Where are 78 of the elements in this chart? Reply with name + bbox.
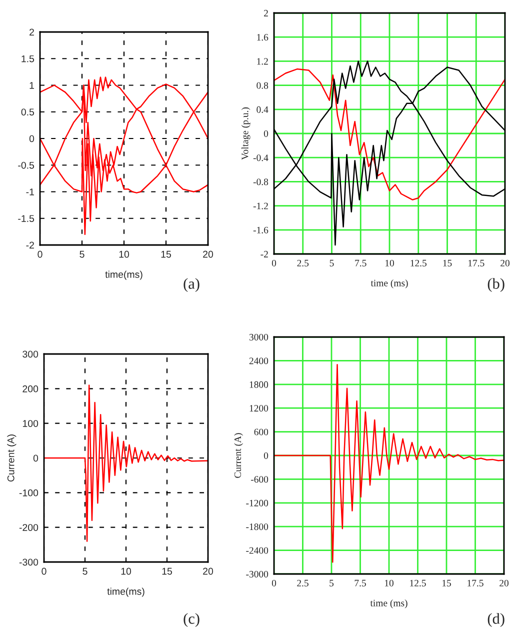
y-tick-label: -200 [19, 524, 38, 531]
y-tick-label: -600 [250, 476, 268, 483]
y-tick-label: 300 [22, 350, 38, 358]
x-axis-title: time(ms) [105, 270, 142, 280]
x-tick-label: 0 [42, 568, 46, 575]
y-tick-label: -3000 [246, 570, 268, 578]
x-axis-title: time(ms) [107, 588, 144, 597]
y-tick-label: -0.8 [253, 178, 268, 186]
x-tick-label: 17.5 [468, 260, 484, 266]
x-tick-label: 5 [82, 568, 88, 575]
y-tick-label: 200 [22, 385, 38, 392]
x-tick-label: 5 [330, 580, 334, 586]
y-tick-label: 1.6 [257, 34, 268, 41]
x-tick-label: 0 [272, 580, 276, 586]
y-tick-label: 1200 [250, 405, 268, 412]
y-tick-label: -2 [26, 242, 34, 249]
y-tick-label: 1800 [250, 381, 268, 388]
x-tick-label: 10 [384, 580, 394, 586]
x-tick-label: 7.5 [355, 260, 366, 266]
x-tick-label: 15 [443, 260, 452, 266]
x-tick-label: 5 [80, 250, 84, 258]
y-tick-label: 100 [22, 420, 38, 427]
y-tick-label: -2400 [246, 547, 268, 554]
x-tick-label: 2.5 [297, 580, 308, 586]
y-axis-title: Current (A) [234, 433, 243, 478]
x-tick-label: 20 [500, 260, 510, 266]
x-tick-label: 20 [500, 580, 508, 586]
y-axis-title: Voltage (p.u.) [241, 107, 250, 160]
x-tick-label: 5 [330, 260, 334, 266]
y-tick-label: -1200 [246, 500, 268, 506]
text: (c) [184, 613, 200, 627]
y-tick-label: -2 [260, 250, 268, 258]
y-tick-label: 0.8 [256, 82, 268, 89]
y-tick-label: -1.5 [18, 215, 34, 222]
y-tick-label: 600 [254, 428, 268, 436]
x-tick-label: 10 [119, 250, 130, 258]
y-tick-label: 1.2 [257, 58, 268, 65]
y-tick-label: 0.4 [256, 106, 268, 113]
y-tick-label: -1.6 [253, 226, 268, 234]
y-tick-label: -1.2 [253, 202, 268, 210]
y-axis-title: Current (A) [7, 434, 16, 482]
y-tick-label: 1 [30, 82, 34, 89]
y-tick-label: 0.5 [21, 108, 34, 116]
x-tick-label: 12.5 [410, 260, 426, 266]
y-tick-label: 0 [264, 130, 268, 137]
x-tick-label: 12.5 [410, 580, 426, 586]
y-tick-label: -0.5 [18, 162, 34, 169]
x-axis-title: time (ms) [370, 279, 408, 288]
x-axis-title: time (ms) [370, 599, 408, 608]
y-tick-label: 3000 [249, 334, 268, 340]
x-tick-label: 2.5 [297, 260, 309, 266]
x-tick-label: 20 [203, 250, 214, 258]
y-tick-label: -100 [19, 489, 38, 496]
y-tick-label: -0.4 [253, 154, 268, 162]
y-tick-label: 0 [264, 452, 268, 459]
x-tick-label: 15 [162, 568, 172, 575]
y-tick-label: 0 [33, 454, 38, 462]
y-tick-label: -1800 [246, 524, 268, 530]
y-tick-label: 0 [29, 135, 34, 142]
x-tick-label: 0 [272, 260, 276, 266]
text: (d) [488, 613, 504, 627]
x-tick-label: 17.5 [468, 580, 484, 586]
line-series [274, 364, 504, 563]
y-tick-label: 2 [30, 28, 34, 36]
y-tick-label: -300 [19, 558, 38, 566]
text: (a) [184, 278, 200, 292]
x-tick-label: 15 [442, 580, 451, 586]
y-tick-label: 1.5 [22, 55, 34, 62]
x-tick-label: 7.5 [354, 580, 366, 586]
y-tick-label: 2 [264, 10, 268, 16]
x-tick-label: 10 [385, 260, 394, 266]
line-series [44, 384, 208, 542]
text: (b) [488, 278, 504, 292]
x-tick-label: 10 [121, 568, 132, 575]
x-tick-label: 20 [203, 568, 214, 575]
y-tick-label: -1 [26, 188, 34, 196]
x-tick-label: 15 [161, 250, 171, 258]
y-tick-label: 2400 [249, 358, 268, 364]
